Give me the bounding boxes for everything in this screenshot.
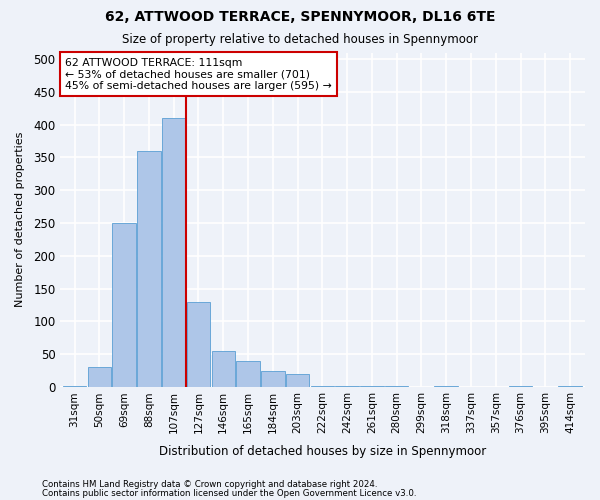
Bar (559, 386, 582, 387)
Bar (162, 118, 185, 387)
Bar (261, 370, 284, 387)
X-axis label: Distribution of detached houses by size in Spennymoor: Distribution of detached houses by size … (159, 444, 486, 458)
Bar (88, 368, 111, 387)
Text: 62, ATTWOOD TERRACE, SPENNYMOOR, DL16 6TE: 62, ATTWOOD TERRACE, SPENNYMOOR, DL16 6T… (105, 10, 495, 24)
Bar (385, 386, 409, 387)
Text: Size of property relative to detached houses in Spennymoor: Size of property relative to detached ho… (122, 32, 478, 46)
Text: Contains HM Land Registry data © Crown copyright and database right 2024.: Contains HM Land Registry data © Crown c… (42, 480, 377, 489)
Bar (311, 386, 334, 387)
Bar (434, 386, 458, 387)
Bar (212, 351, 235, 387)
Bar (286, 374, 310, 387)
Bar (335, 386, 359, 387)
Bar (112, 223, 136, 387)
Text: 62 ATTWOOD TERRACE: 111sqm
← 53% of detached houses are smaller (701)
45% of sem: 62 ATTWOOD TERRACE: 111sqm ← 53% of deta… (65, 58, 332, 90)
Bar (236, 361, 260, 387)
Bar (137, 151, 161, 387)
Bar (63, 386, 86, 387)
Bar (187, 302, 210, 387)
Y-axis label: Number of detached properties: Number of detached properties (15, 132, 25, 308)
Bar (509, 386, 532, 387)
Text: Contains public sector information licensed under the Open Government Licence v3: Contains public sector information licen… (42, 489, 416, 498)
Bar (360, 386, 383, 387)
